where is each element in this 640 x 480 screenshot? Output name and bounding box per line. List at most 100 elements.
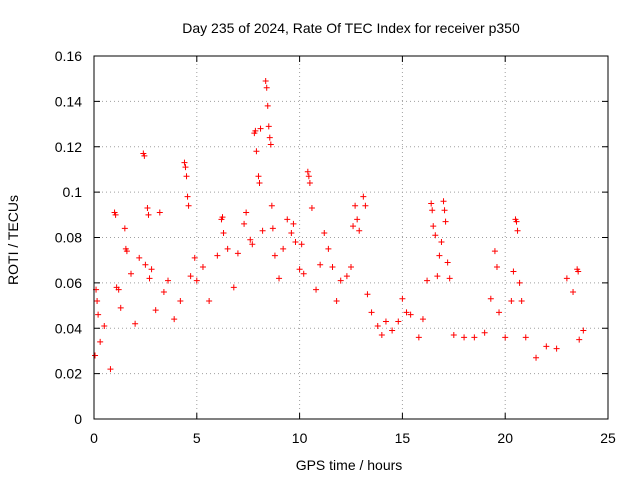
data-point: [142, 261, 149, 268]
data-point: [266, 134, 273, 141]
data-point: [214, 252, 221, 259]
data-point: [356, 227, 363, 234]
data-point: [461, 334, 468, 341]
data-point: [224, 245, 231, 252]
data-point: [522, 334, 529, 341]
data-point: [276, 275, 283, 282]
data-point: [165, 277, 172, 284]
data-point: [184, 193, 191, 200]
data-point: [256, 180, 263, 187]
data-point: [362, 202, 369, 209]
data-point: [144, 205, 151, 212]
data-point: [292, 239, 299, 246]
data-point: [395, 318, 402, 325]
data-point: [317, 261, 324, 268]
data-point: [364, 291, 371, 298]
data-point: [350, 223, 357, 230]
data-point: [199, 263, 206, 270]
data-point: [92, 352, 99, 359]
data-point: [112, 211, 119, 218]
y-tick-label: 0.12: [55, 139, 82, 155]
data-point: [374, 322, 381, 329]
data-point: [329, 263, 336, 270]
data-point: [115, 286, 122, 293]
data-point: [257, 125, 264, 132]
data-point: [438, 239, 445, 246]
data-point: [306, 180, 313, 187]
data-point: [428, 200, 435, 207]
data-point: [156, 209, 163, 216]
data-point: [187, 273, 194, 280]
data-point: [94, 298, 101, 305]
data-point: [389, 327, 396, 334]
data-point: [487, 295, 494, 302]
data-point: [516, 279, 523, 286]
data-point: [267, 141, 274, 148]
data-point: [343, 273, 350, 280]
data-point: [271, 252, 278, 259]
x-tick-label: 15: [395, 430, 411, 446]
data-point: [269, 225, 276, 232]
data-point: [262, 77, 269, 84]
data-point: [450, 332, 457, 339]
data-point: [563, 275, 570, 282]
data-point: [442, 218, 449, 225]
data-point: [219, 214, 226, 221]
data-point: [206, 298, 213, 305]
data-point: [185, 202, 192, 209]
data-point: [255, 173, 262, 180]
y-tick-label: 0.06: [55, 275, 82, 291]
data-point: [181, 159, 188, 166]
y-tick-label: 0.04: [55, 320, 82, 336]
data-point: [268, 202, 275, 209]
data-point: [491, 248, 498, 255]
x-axis-label: GPS time / hours: [296, 457, 403, 473]
data-point: [177, 298, 184, 305]
data-point: [183, 173, 190, 180]
data-point: [514, 227, 521, 234]
data-point: [284, 216, 291, 223]
data-point: [432, 232, 439, 239]
data-point: [403, 309, 410, 316]
data-point: [263, 84, 270, 91]
x-tick-label: 25: [600, 430, 616, 446]
data-point: [300, 270, 307, 277]
data-point: [337, 277, 344, 284]
data-point: [121, 225, 128, 232]
data-point: [313, 286, 320, 293]
data-point: [234, 250, 241, 257]
x-tick-label: 20: [497, 430, 513, 446]
y-tick-label: 0.16: [55, 48, 82, 64]
data-point: [430, 223, 437, 230]
data-point: [132, 320, 139, 327]
axis-ticks: 0 5 10 15 20 25 0 0.02 0.04 0.06 0.08 0.1 0.12 0.14 0.…: [55, 48, 616, 446]
data-point: [230, 284, 237, 291]
data-point: [429, 207, 436, 214]
data-point: [570, 288, 577, 295]
y-tick-label: 0.14: [55, 93, 82, 109]
data-point: [241, 220, 248, 227]
data-point: [152, 307, 159, 314]
data-point: [243, 209, 250, 216]
data-point: [97, 338, 104, 345]
data-point: [518, 298, 525, 305]
data-point: [265, 123, 272, 130]
data-point: [160, 288, 167, 295]
data-point: [220, 229, 227, 236]
data-point: [352, 202, 359, 209]
data-point: [496, 309, 503, 316]
data-point: [508, 298, 515, 305]
data-point: [95, 311, 102, 318]
data-point: [308, 205, 315, 212]
y-axis-label: ROTI / TECUs: [5, 195, 21, 285]
y-tick-label: 0: [74, 411, 82, 427]
data-point: [407, 311, 414, 318]
data-point: [117, 304, 124, 311]
data-point: [424, 277, 431, 284]
data-point: [253, 148, 260, 155]
data-point: [576, 336, 583, 343]
data-point: [533, 354, 540, 361]
data-point: [145, 211, 152, 218]
